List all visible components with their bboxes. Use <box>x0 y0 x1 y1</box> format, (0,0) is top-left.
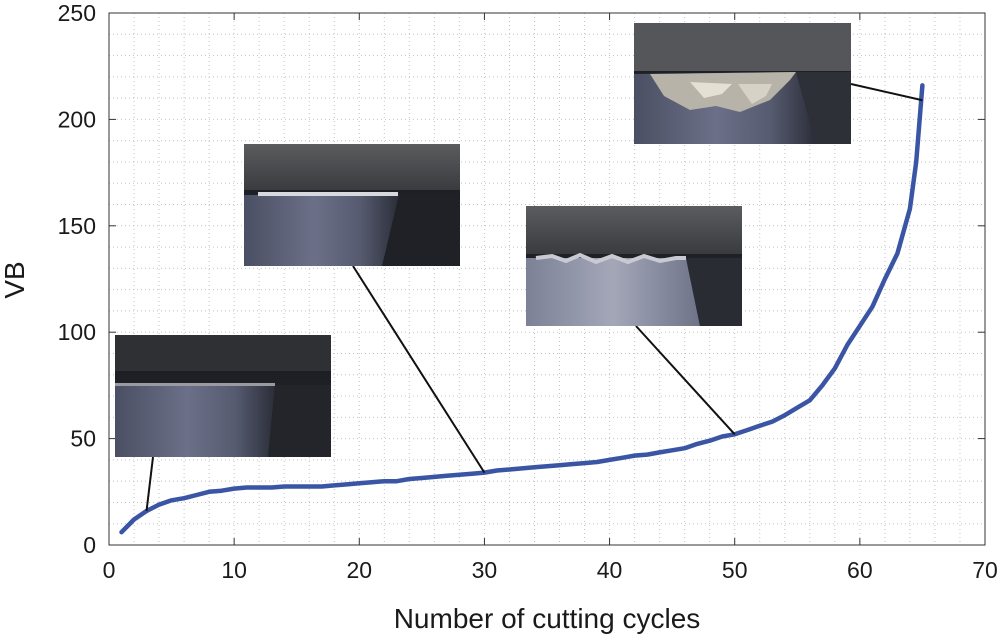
y-tick-label: 50 <box>70 426 96 452</box>
plot-area-frame <box>108 12 986 546</box>
x-axis-label: Number of cutting cycles <box>394 603 701 634</box>
y-tick-label: 0 <box>83 532 96 558</box>
wear-curve-line <box>119 83 925 535</box>
inset-leader-lines <box>145 83 923 512</box>
x-tick-label: 10 <box>221 557 247 583</box>
y-tick-label: 100 <box>58 319 96 345</box>
inset-image-steady-wear <box>244 144 460 266</box>
y-tick-label: 250 <box>58 0 96 26</box>
x-tick-label: 70 <box>972 557 998 583</box>
x-tick-label: 60 <box>847 557 873 583</box>
x-tick-label: 30 <box>472 557 498 583</box>
leader-line <box>145 456 154 512</box>
inset-image-tool-failure <box>634 23 851 144</box>
x-tick-label: 0 <box>103 557 116 583</box>
x-tick-label: 50 <box>722 557 748 583</box>
inset-image-chipped-edge <box>526 206 742 326</box>
leader-line <box>352 265 486 474</box>
y-axis-label: VB <box>0 261 30 298</box>
y-tick-label: 150 <box>58 213 96 239</box>
x-tick-label: 20 <box>346 557 372 583</box>
y-tick-label: 200 <box>58 106 96 132</box>
x-axis-tick-labels: 0 10 20 30 40 50 60 70 <box>103 557 998 583</box>
x-tick-label: 40 <box>597 557 623 583</box>
inset-image-initial-wear <box>115 335 331 457</box>
leader-line <box>850 83 923 102</box>
axis-ticks <box>108 12 986 546</box>
leader-line <box>635 325 736 436</box>
wear-series <box>119 83 925 535</box>
y-axis-tick-labels: 0 50 100 150 200 250 <box>58 0 96 558</box>
